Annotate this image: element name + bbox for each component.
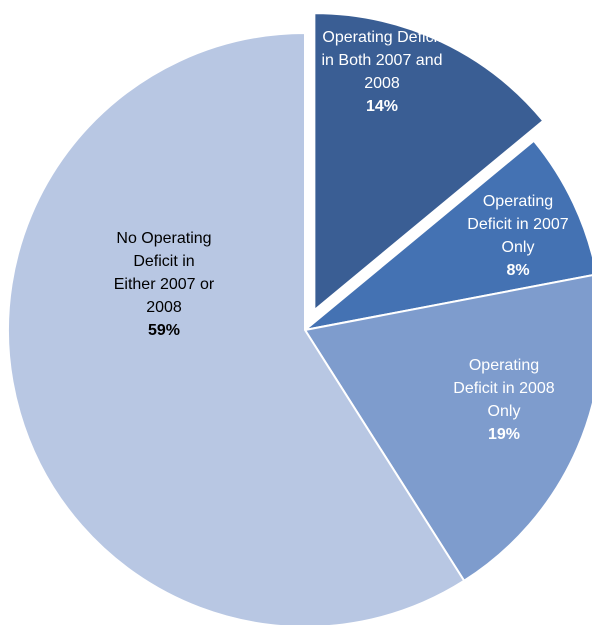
slice-label-no-deficit: No Operating Deficit in Either 2007 or 2… <box>112 227 216 342</box>
slice-value-no-deficit: 59% <box>147 322 181 339</box>
slice-label-both-years: Operating Deficit in Both 2007 and 2008 … <box>318 26 446 118</box>
slice-label-2007-only: Operating Deficit in 2007 Only 8% <box>462 190 574 282</box>
slice-2007-only <box>304 139 592 331</box>
slice-value-both-years: 14% <box>365 98 399 115</box>
slice-2008-only <box>303 274 592 583</box>
slice-value-2008-only: 19% <box>487 426 521 443</box>
slice-label-2008-only: Operating Deficit in 2008 Only 19% <box>448 354 560 446</box>
slice-no-deficit <box>7 31 466 625</box>
slice-both-years <box>313 12 545 313</box>
slice-value-2007-only: 8% <box>506 262 530 279</box>
